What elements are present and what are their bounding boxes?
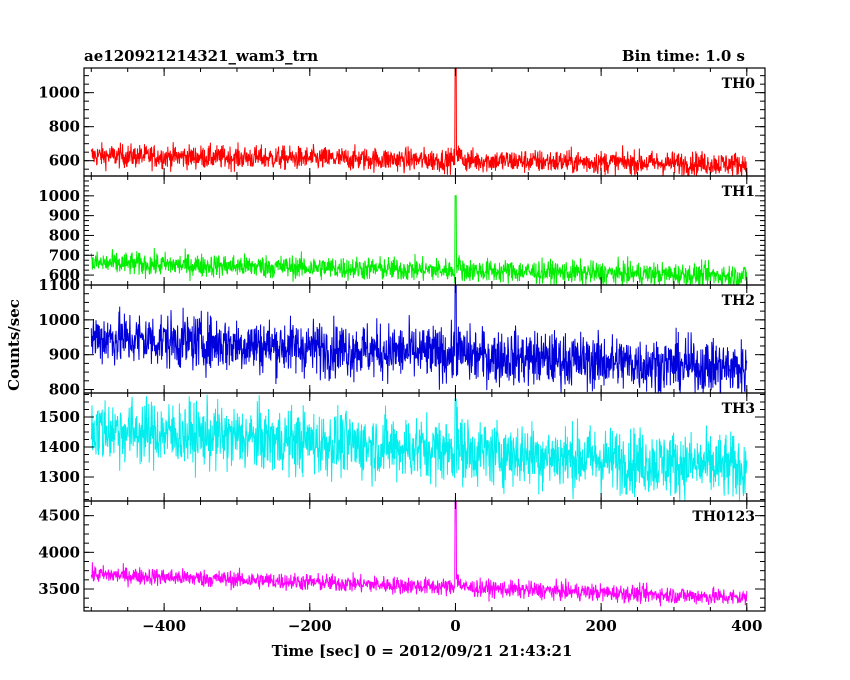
y-tick-label-th2: 800	[49, 381, 80, 399]
x-tick-label: −400	[142, 617, 186, 635]
y-tick-label-th0: 1000	[38, 84, 80, 102]
y-tick-label-th0123: 4000	[38, 543, 80, 561]
chart-title-left: ae120921214321_wam3_trn	[84, 47, 318, 65]
series-line-th2	[90, 284, 748, 394]
x-axis-label: Time [sec] 0 = 2012/09/21 21:43:21	[272, 642, 573, 660]
panel-label-th0: TH0	[722, 76, 756, 92]
panel-label-th3: TH3	[722, 401, 755, 417]
y-tick-label-th3: 1300	[38, 468, 80, 486]
panel-label-th1: TH1	[722, 184, 755, 200]
y-tick-label-th0123: 4500	[38, 507, 80, 525]
x-tick-label: 200	[585, 617, 616, 635]
panels-group: TH06008001000TH16007008009001000TH280090…	[38, 67, 766, 635]
y-tick-label-th0: 600	[49, 152, 80, 170]
y-tick-label-th2: 900	[49, 346, 80, 364]
panel-label-th0123: TH0123	[692, 509, 755, 525]
y-tick-label-th1: 700	[49, 246, 80, 264]
y-tick-label-th1: 900	[49, 207, 80, 225]
y-tick-label-th2: 1000	[38, 311, 80, 329]
series-line-th0	[90, 67, 748, 177]
y-tick-label-th1: 1000	[38, 187, 80, 205]
y-tick-label-th3: 1500	[38, 408, 80, 426]
series-line-th3	[90, 394, 748, 502]
x-tick-label: −200	[288, 617, 332, 635]
y-tick-label-th0123: 3500	[38, 580, 80, 598]
x-tick-label: 400	[731, 617, 762, 635]
y-axis-label: Counts/sec	[5, 299, 23, 391]
panel-frame-th0123	[83, 500, 766, 612]
series-line-th0123	[90, 500, 748, 607]
y-tick-label-th0: 800	[49, 118, 80, 136]
x-tick-label: 0	[450, 617, 460, 635]
series-line-th1	[90, 195, 748, 287]
y-tick-label-th3: 1400	[38, 438, 80, 456]
y-tick-label-th2: 1100	[38, 276, 80, 294]
y-tick-label-th1: 600	[49, 266, 80, 284]
y-tick-label-th1: 800	[49, 226, 80, 244]
chart-title-right: Bin time: 1.0 s	[622, 47, 745, 65]
panel-label-th2: TH2	[722, 293, 755, 309]
